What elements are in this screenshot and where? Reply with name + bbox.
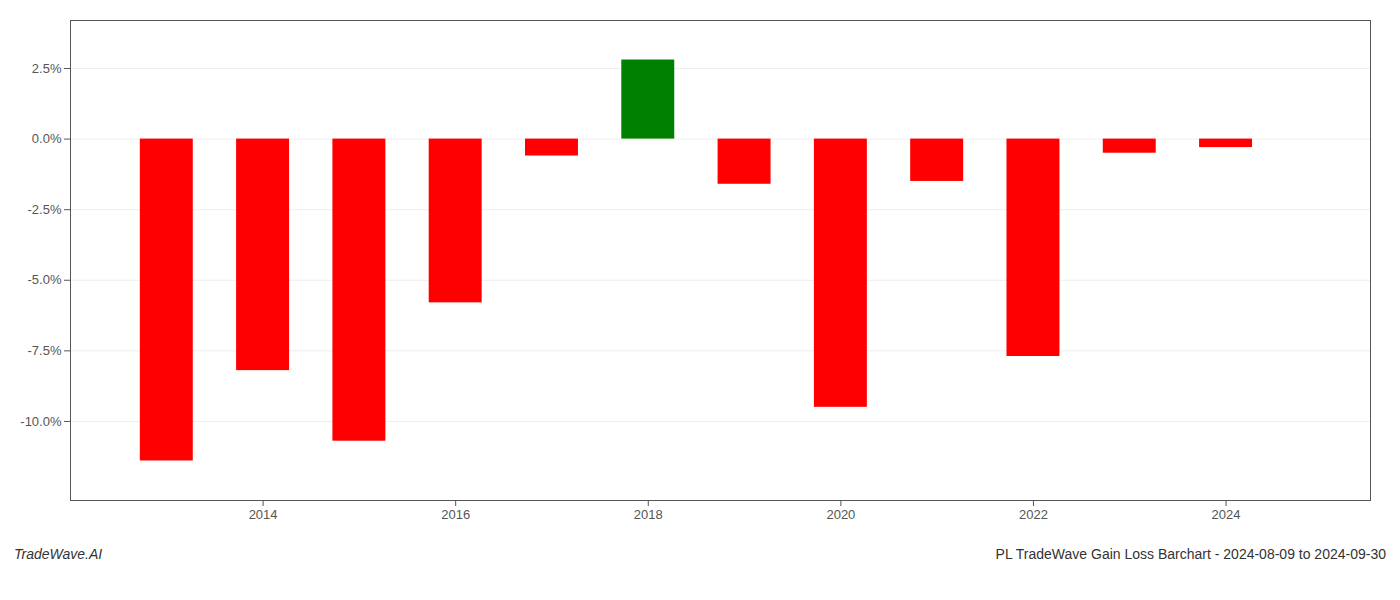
svg-text:0.0%: 0.0% [32,131,62,146]
svg-text:2020: 2020 [826,507,855,522]
svg-text:-7.5%: -7.5% [28,343,62,358]
svg-text:2.5%: 2.5% [32,61,62,76]
svg-text:2016: 2016 [441,507,470,522]
svg-text:-10.0%: -10.0% [20,414,62,429]
html-text:TradeWave.AI: TradeWave.AI [14,546,103,562]
svg-text:2022: 2022 [1019,507,1048,522]
svg-text:2024: 2024 [1212,507,1241,522]
html-text:PL TradeWave Gain Loss Barchar: PL TradeWave Gain Loss Barchart - 2024-0… [995,546,1386,562]
svg-text:-2.5%: -2.5% [28,202,62,217]
svg-text:2014: 2014 [249,507,278,522]
svg-text:-5.0%: -5.0% [28,272,62,287]
svg-text:2018: 2018 [634,507,663,522]
